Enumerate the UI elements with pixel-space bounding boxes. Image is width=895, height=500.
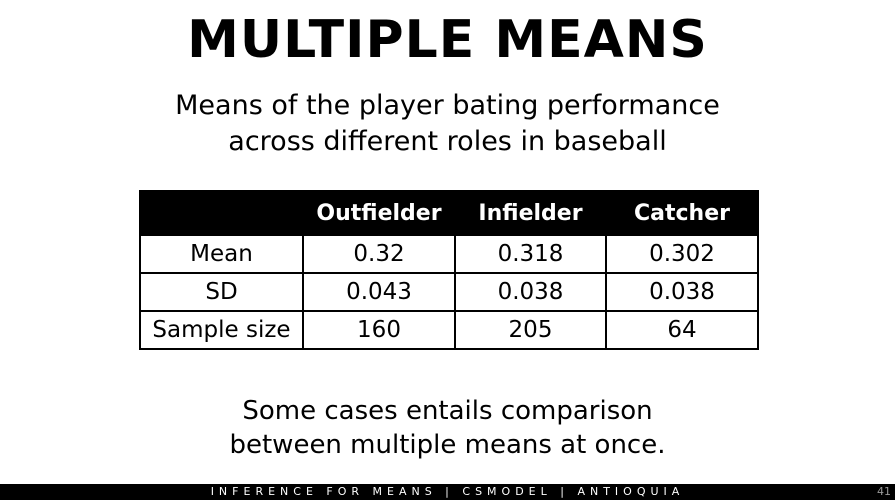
page-number: 41 bbox=[877, 485, 891, 498]
header-cell-infielder: Infielder bbox=[454, 190, 607, 236]
subtitle-line: Means of the player bating performance bbox=[175, 90, 720, 121]
slide-title: MULTIPLE MEANS bbox=[187, 10, 708, 70]
table-cell: 160 bbox=[302, 310, 456, 350]
row-label-sd: SD bbox=[139, 272, 304, 312]
row-label-mean: Mean bbox=[139, 234, 304, 274]
header-cell-outfielder: Outfielder bbox=[302, 190, 456, 236]
note-line: Some cases entails comparison bbox=[242, 396, 653, 426]
header-cell-empty bbox=[139, 190, 304, 236]
table-cell: 0.038 bbox=[605, 272, 759, 312]
subtitle-line: across different roles in baseball bbox=[228, 126, 667, 157]
slide-note: Some cases entails comparison between mu… bbox=[0, 394, 895, 462]
header-cell-catcher: Catcher bbox=[605, 190, 759, 236]
table-header-row: Outfielder Infielder Catcher bbox=[139, 190, 759, 236]
table-cell: 0.318 bbox=[454, 234, 607, 274]
table-cell: 64 bbox=[605, 310, 759, 350]
note-line: between multiple means at once. bbox=[229, 430, 666, 460]
table-cell: 205 bbox=[454, 310, 607, 350]
footer-bar: INFERENCE FOR MEANS | CSMODEL | ANTIOQUI… bbox=[0, 484, 895, 500]
table-cell: 0.302 bbox=[605, 234, 759, 274]
slide-subtitle: Means of the player bating performance a… bbox=[0, 88, 895, 160]
table-cell: 0.038 bbox=[454, 272, 607, 312]
table-cell: 0.043 bbox=[302, 272, 456, 312]
table-row: Sample size 160 205 64 bbox=[139, 310, 759, 350]
footer-text: INFERENCE FOR MEANS | CSMODEL | ANTIOQUI… bbox=[210, 485, 685, 498]
row-label-sample-size: Sample size bbox=[139, 310, 304, 350]
means-table: Outfielder Infielder Catcher Mean 0.32 0… bbox=[139, 190, 759, 350]
table-cell: 0.32 bbox=[302, 234, 456, 274]
table-row: Mean 0.32 0.318 0.302 bbox=[139, 234, 759, 274]
table-row: SD 0.043 0.038 0.038 bbox=[139, 272, 759, 312]
